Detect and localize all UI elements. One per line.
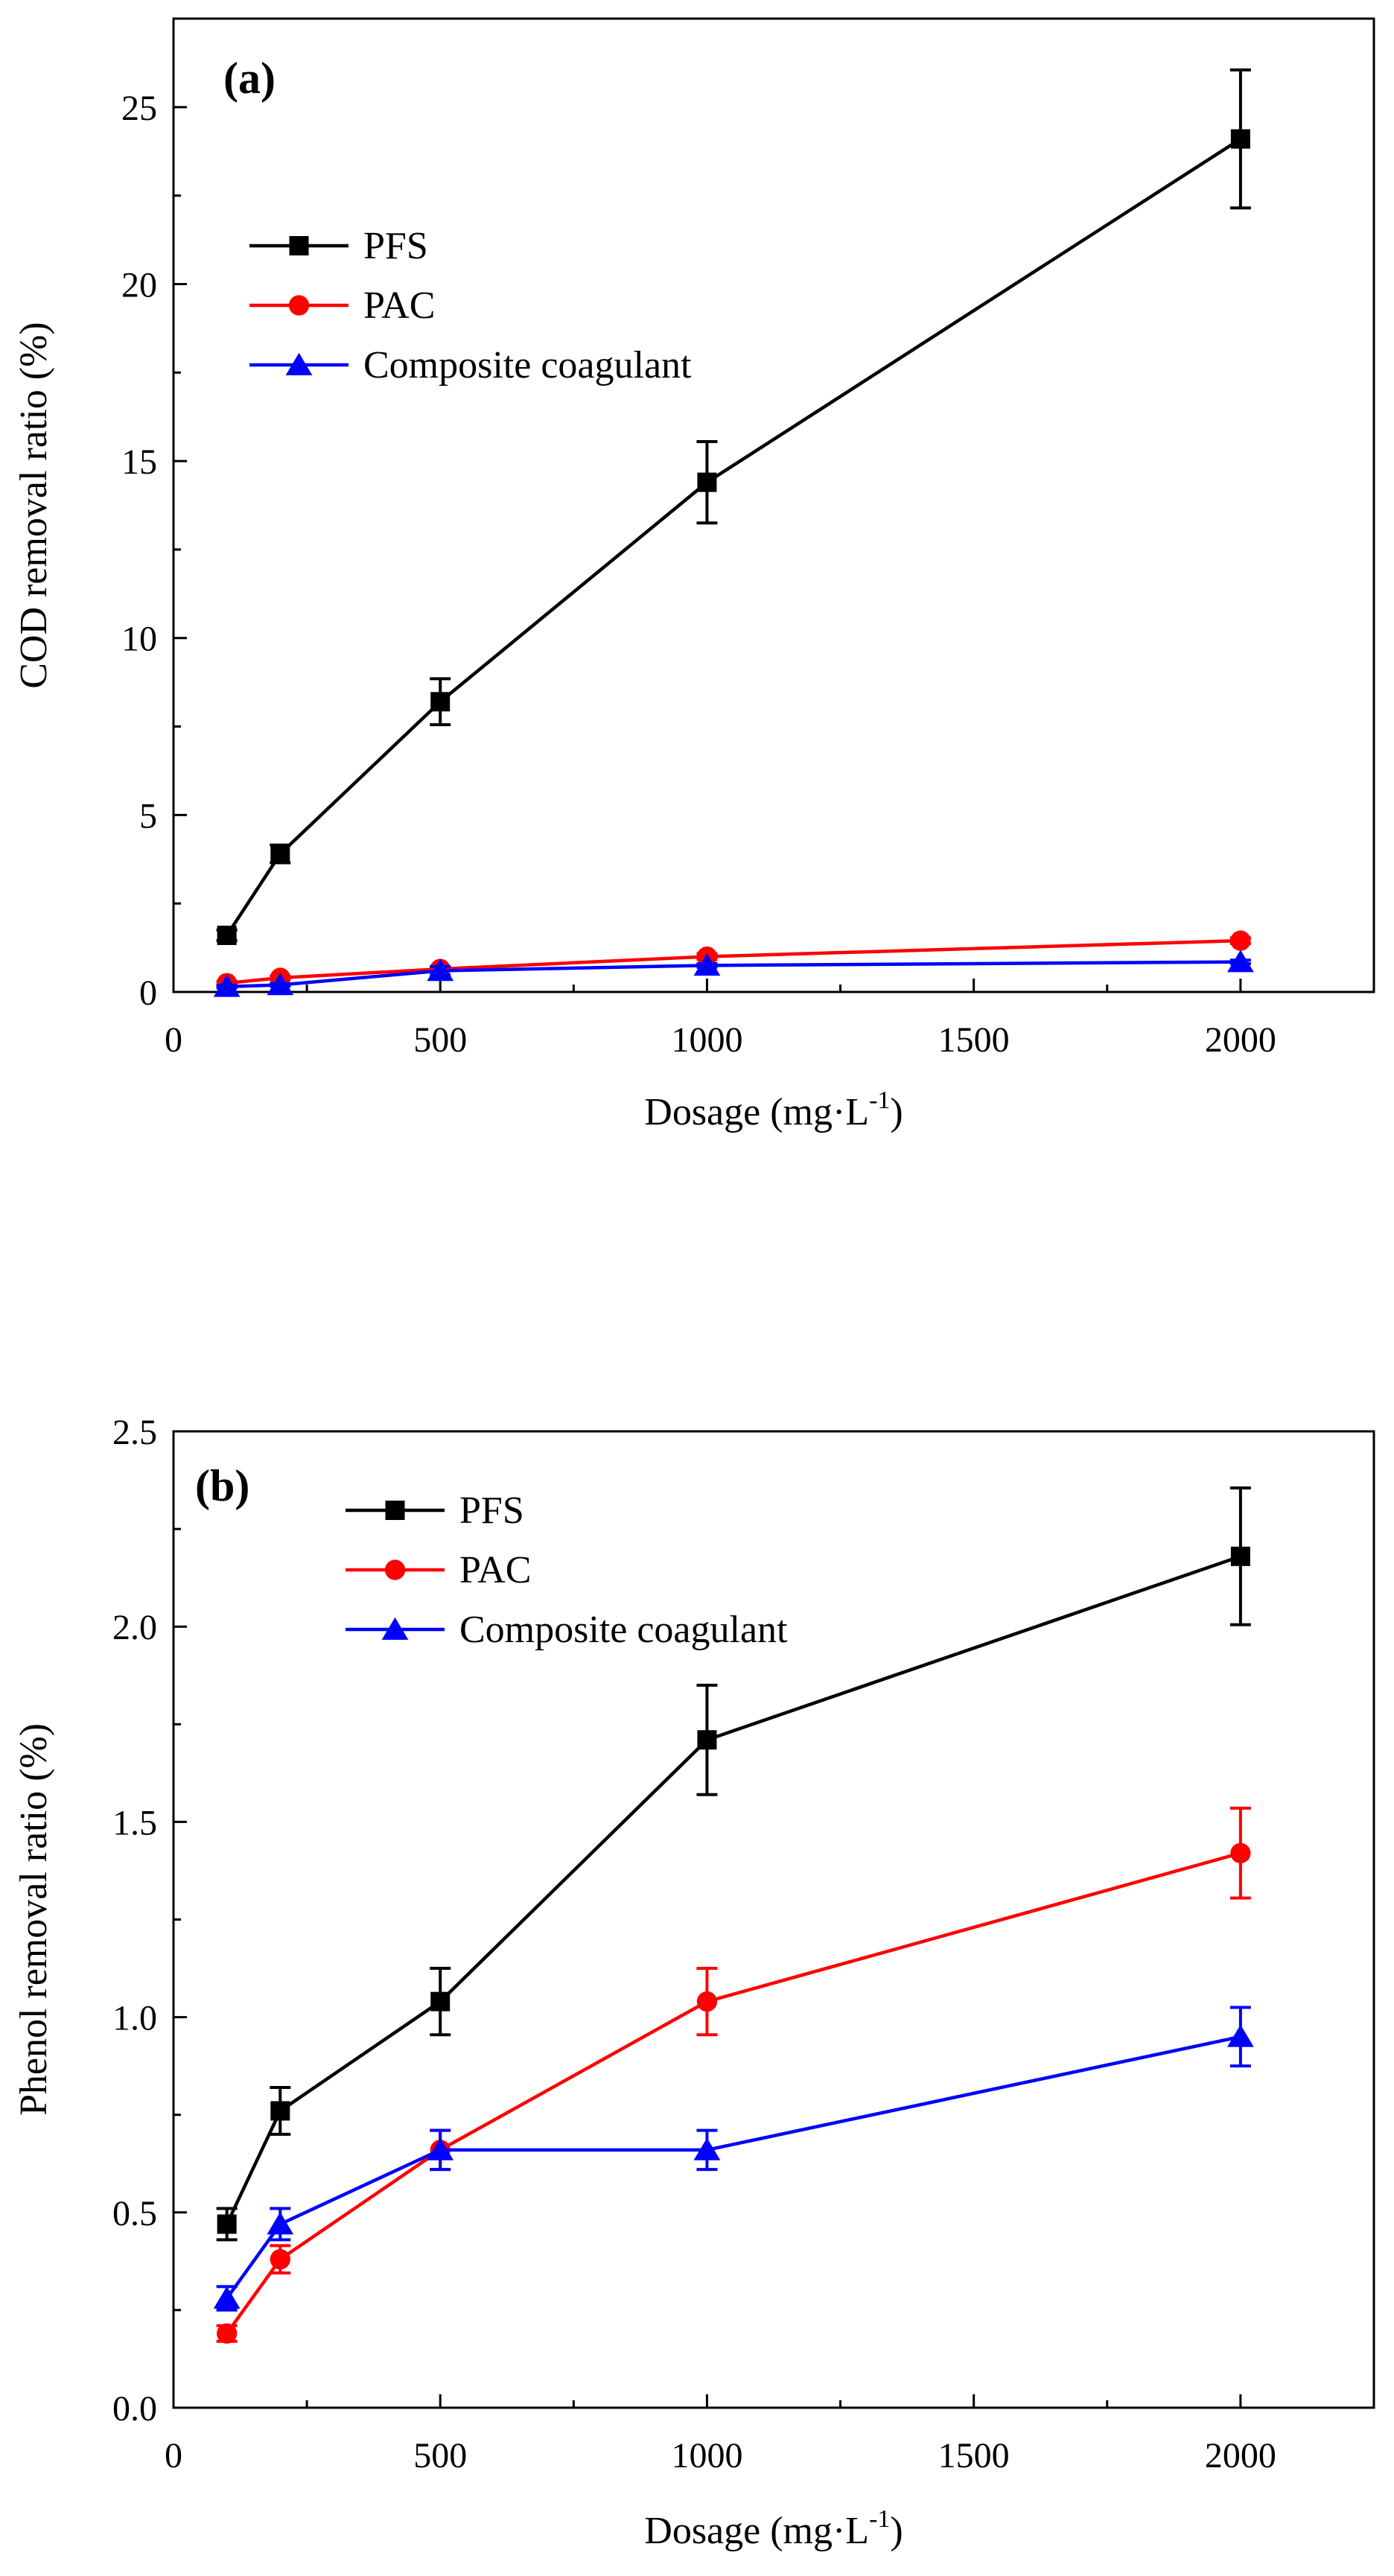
series-composite-coagulant (213, 2006, 1254, 2312)
x-axis-label: Dosage (mg·L-1) (644, 2505, 903, 2552)
data-point (213, 2286, 241, 2309)
data-point (427, 958, 454, 982)
x-tick-label: 2000 (1205, 1020, 1276, 1060)
y-tick-label: 25 (121, 89, 157, 128)
legend-marker (289, 236, 309, 255)
x-tick-label: 500 (413, 2436, 467, 2475)
legend-label: Composite coagulant (459, 1609, 788, 1651)
data-point (1230, 1546, 1250, 1566)
legend-entry: Composite coagulant (249, 344, 692, 387)
y-tick-label: 0 (139, 973, 157, 1013)
chart-panel-a: 0 500 1000 1500 2000 0 5 10 15 20 25 Dosage (mg·L-1… (13, 17, 1375, 1133)
legend-marker (384, 1559, 406, 1580)
panel-label: (a) (223, 54, 276, 103)
series-pfs (216, 68, 1251, 945)
legend-label: PFS (459, 1489, 524, 1532)
data-point (427, 2137, 454, 2160)
data-point (217, 2214, 237, 2234)
legend-label: PFS (363, 225, 428, 267)
legend-label: PAC (459, 1549, 531, 1591)
legend-entry: Composite coagulant (346, 1609, 788, 1651)
x-tick-label: 0 (165, 1020, 182, 1060)
data-point (430, 1991, 451, 2011)
data-point (216, 2323, 238, 2344)
series-pfs (216, 1486, 1251, 2242)
legend-label: PAC (363, 284, 435, 327)
x-tick-label: 2000 (1205, 2436, 1276, 2475)
data-point (1227, 2024, 1254, 2047)
data-point (267, 973, 294, 996)
legend-marker (385, 1501, 405, 1520)
data-point (430, 692, 451, 712)
x-tick-label: 1000 (671, 2436, 742, 2475)
data-point (270, 844, 290, 864)
y-tick-label: 10 (121, 620, 157, 659)
data-point (267, 2212, 294, 2235)
x-tick-label: 1500 (938, 2436, 1010, 2475)
series-pac (216, 1807, 1251, 2344)
legend-marker (381, 1617, 409, 1640)
y-tick-label: 1.0 (112, 1999, 157, 2038)
data-point (270, 2101, 290, 2121)
legend-marker (285, 352, 313, 375)
series-composite-coagulant (213, 950, 1254, 997)
x-tick-label: 1500 (938, 1020, 1010, 1060)
data-point (697, 1730, 717, 1750)
data-point (696, 1991, 718, 2012)
series-line (225, 1554, 1241, 2225)
data-point (1227, 950, 1254, 973)
y-tick-label: 15 (121, 442, 157, 482)
series-line (225, 1851, 1241, 2335)
y-tick-label: 20 (121, 265, 157, 305)
plot-frame (172, 17, 1375, 993)
data-point (270, 2249, 290, 2270)
x-tick-label: 0 (165, 2436, 182, 2475)
series-line (226, 960, 1241, 989)
legend-label: Composite coagulant (363, 344, 692, 387)
legend-marker (288, 295, 310, 316)
legend-entry: PFS (346, 1489, 524, 1532)
legend-entry: PAC (249, 284, 435, 327)
data-point (693, 2137, 721, 2160)
y-tick-label: 0.5 (112, 2194, 157, 2233)
data-point (213, 974, 241, 997)
y-tick-label: 0.0 (112, 2389, 157, 2429)
y-tick-label: 2.5 (112, 1413, 157, 1452)
y-tick-label: 5 (139, 796, 157, 836)
data-point (693, 953, 721, 976)
data-point (697, 472, 717, 492)
y-tick-label: 1.5 (112, 1803, 157, 1842)
data-point (1230, 1842, 1251, 1864)
x-axis-label: Dosage (mg·L-1) (644, 1087, 903, 1133)
x-tick-label: 500 (413, 1020, 467, 1060)
data-point (1230, 930, 1251, 951)
panel-label: (b) (195, 1461, 249, 1510)
y-axis-label: Phenol removal ratio (%) (13, 1723, 55, 2116)
legend-entry: PFS (249, 225, 428, 267)
plot-frame (172, 1430, 1375, 2409)
x-tick-label: 1000 (671, 1020, 742, 1060)
y-tick-label: 2.0 (112, 1608, 157, 1647)
data-point (1230, 129, 1250, 149)
legend-entry: PAC (346, 1549, 531, 1591)
data-point (217, 925, 237, 945)
series-line (225, 2035, 1241, 2300)
chart-panel-b: 0 500 1000 1500 2000 0.0 0.5 1.0 1.5 2.0 2.5 Dosage… (13, 1413, 1375, 2552)
y-axis-label: COD removal ratio (%) (13, 322, 55, 688)
